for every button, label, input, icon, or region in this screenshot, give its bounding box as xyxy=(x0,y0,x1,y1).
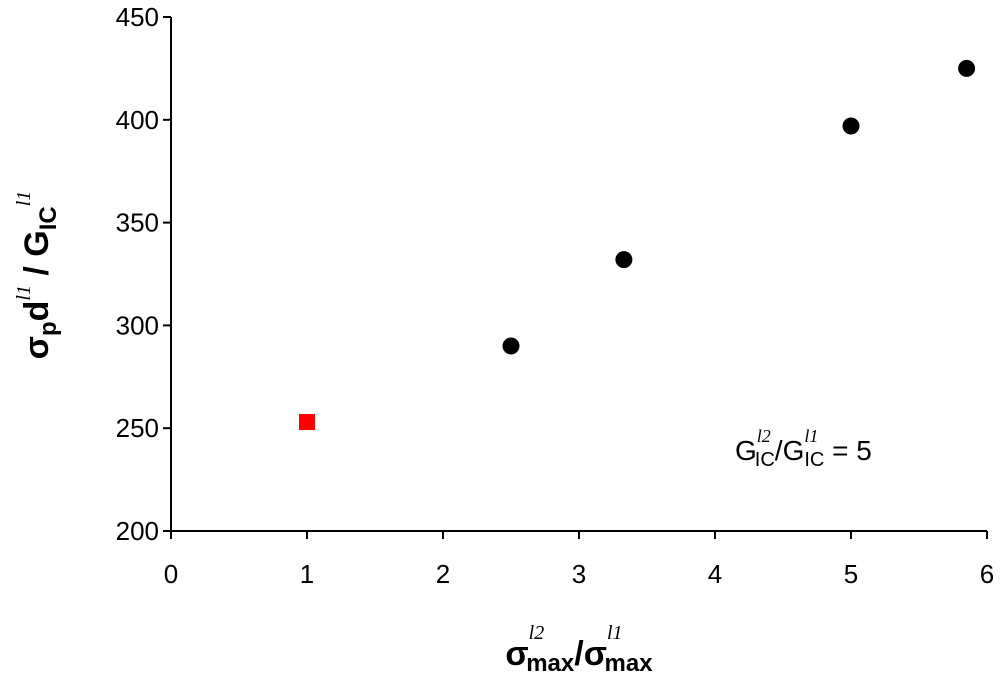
y-tick-label: 300 xyxy=(116,310,159,340)
y-tick-label: 400 xyxy=(116,105,159,135)
label-part: max xyxy=(526,650,575,677)
x-tick-label: 6 xyxy=(980,559,994,589)
label-part: l2 xyxy=(757,426,771,446)
label-part: l2 xyxy=(529,622,545,644)
point xyxy=(615,251,633,269)
point xyxy=(502,337,520,355)
y-tick-label: 350 xyxy=(116,208,159,238)
point xyxy=(958,59,976,77)
point xyxy=(842,117,860,135)
label-part: / G xyxy=(18,230,56,285)
label-part: l1 xyxy=(13,285,35,301)
x-tick-label: 4 xyxy=(708,559,722,589)
annotation: Gl2 IC/Gl1 IC = 5 xyxy=(735,426,872,471)
label-part: max xyxy=(605,650,654,677)
label-part: G xyxy=(735,435,757,466)
label-part: l1 xyxy=(13,191,35,207)
y-tick-label: 200 xyxy=(116,516,159,546)
y-tick-label: 450 xyxy=(116,2,159,32)
x-tick-label: 1 xyxy=(300,559,314,589)
label-part: σ xyxy=(505,635,528,673)
label-part: /G xyxy=(775,435,805,466)
label-part: σ xyxy=(18,336,56,359)
x-tick-label: 3 xyxy=(572,559,586,589)
label-part: IC xyxy=(804,449,824,471)
label-part: p xyxy=(35,321,62,336)
label-part: = 5 xyxy=(824,435,871,466)
x-axis-label: σl2 max/σl1 max xyxy=(505,622,653,677)
label-part: d xyxy=(18,301,56,322)
x-tick-label: 0 xyxy=(164,559,178,589)
x-tick-label: 5 xyxy=(844,559,858,589)
label-part: /σ xyxy=(574,635,607,673)
label-part: IC xyxy=(35,206,62,230)
label-part: l1 xyxy=(804,426,818,446)
point xyxy=(299,414,315,431)
y-tick-label: 250 xyxy=(116,413,159,443)
x-tick-label: 2 xyxy=(436,559,450,589)
y-axis-label: σpdl1 / GICl1 xyxy=(13,191,62,360)
label-part: l1 xyxy=(607,622,623,644)
label-part: IC xyxy=(755,449,775,471)
